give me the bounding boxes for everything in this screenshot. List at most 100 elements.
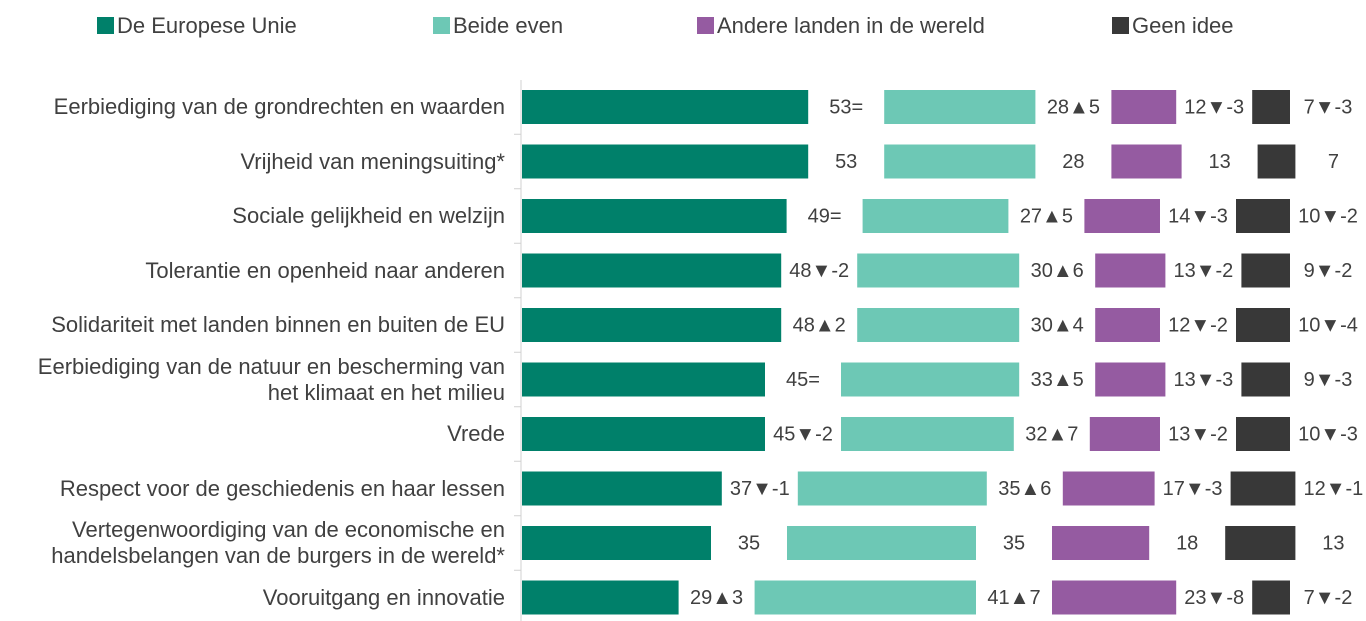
data-label: 14▼-3 <box>1168 205 1228 227</box>
bar-segment <box>841 362 1020 397</box>
category-label: Vrijheid van meningsuiting* <box>240 148 505 174</box>
bar-segment <box>1095 362 1166 397</box>
bar-segment <box>522 144 809 179</box>
data-label: 30▲4 <box>1031 314 1084 336</box>
bar-segment <box>787 526 976 560</box>
bar-segment <box>1236 199 1290 233</box>
data-label: 28 <box>1062 151 1084 173</box>
bar-segment <box>1089 417 1160 451</box>
data-label: 10▼-4 <box>1298 314 1358 336</box>
bar-segment <box>1052 580 1177 615</box>
bar-segment <box>522 90 809 124</box>
bar-segment <box>522 308 782 342</box>
data-label: 12▼-2 <box>1168 314 1228 336</box>
bar-segment <box>1241 253 1290 288</box>
bar-segment <box>1236 308 1290 342</box>
category-label: Respect voor de geschiedenis en haar les… <box>59 475 505 501</box>
bar-segment <box>522 253 782 288</box>
data-label: 33▲5 <box>1031 369 1084 391</box>
legend-label: Beide even <box>453 13 563 38</box>
data-label: 49= <box>808 205 842 227</box>
data-label: 13 <box>1208 151 1230 173</box>
bar-segment <box>884 90 1036 124</box>
category-label: Eerbiediging van de grondrechten en waar… <box>53 94 505 119</box>
data-label: 35 <box>738 532 760 554</box>
legend-swatch <box>1112 17 1129 34</box>
bar-segment <box>1084 199 1160 233</box>
bar-segment <box>1252 580 1290 615</box>
bar-segment <box>1225 526 1296 560</box>
bar-segment <box>1241 362 1290 397</box>
bar-segment <box>797 471 987 506</box>
data-label: 7 <box>1328 151 1339 173</box>
legend-swatch <box>97 17 114 34</box>
data-label: 13 <box>1322 532 1344 554</box>
category-label: Vooruitgang en innovatie <box>262 584 505 610</box>
bar-segment <box>1111 144 1182 179</box>
data-label: 53= <box>829 96 863 118</box>
data-label: 30▲6 <box>1031 260 1084 282</box>
data-label: 29▲3 <box>690 587 743 609</box>
data-label: 32▲7 <box>1025 423 1078 445</box>
data-label: 17▼-3 <box>1163 478 1223 500</box>
legend-label: Geen idee <box>1132 13 1234 38</box>
data-label: 7▼-3 <box>1304 96 1353 118</box>
data-label: 12▼-1 <box>1303 478 1363 500</box>
bar-segment <box>522 471 722 506</box>
data-label: 28▲5 <box>1047 96 1100 118</box>
data-label: 13▼-2 <box>1173 260 1233 282</box>
data-label: 53 <box>835 151 857 173</box>
bar-segment <box>522 417 765 451</box>
data-label: 45▼-2 <box>773 423 833 445</box>
bar-segment <box>862 199 1009 233</box>
category-label: Tolerantie en openheid naar anderen <box>145 257 505 283</box>
category-label: Vrede <box>447 421 505 446</box>
bar-segment <box>1236 417 1290 451</box>
data-label: 7▼-2 <box>1304 587 1353 609</box>
bar-segment <box>1062 471 1155 506</box>
data-label: 27▲5 <box>1020 205 1073 227</box>
data-label: 9▼-2 <box>1304 260 1353 282</box>
category-label: Solidariteit met landen binnen en buiten… <box>51 312 505 337</box>
legend-label: De Europese Unie <box>117 13 297 38</box>
bar-segment <box>1257 144 1296 179</box>
bar-segment <box>1095 308 1160 342</box>
legend-swatch <box>433 17 450 34</box>
data-label: 45= <box>786 369 820 391</box>
legend-label: Andere landen in de wereld <box>717 13 985 38</box>
legend-swatch <box>697 17 714 34</box>
bar-segment <box>754 580 976 615</box>
bar-segment <box>857 253 1020 288</box>
category-label: Vertegenwoordiging van de economische en… <box>51 517 505 568</box>
bar-segment <box>522 362 765 397</box>
data-label: 23▼-8 <box>1184 587 1244 609</box>
data-label: 13▼-2 <box>1168 423 1228 445</box>
data-label: 18 <box>1176 532 1198 554</box>
bar-segment <box>1230 471 1296 506</box>
data-label: 10▼-3 <box>1298 423 1358 445</box>
data-label: 48▲2 <box>793 314 846 336</box>
bar-segment <box>522 199 787 233</box>
data-label: 10▼-2 <box>1298 205 1358 227</box>
category-label: Eerbiediging van de natuur en beschermin… <box>37 353 505 405</box>
data-label: 48▼-2 <box>789 260 849 282</box>
bar-segment <box>884 144 1036 179</box>
bar-segment <box>1111 90 1177 124</box>
bar-segment <box>1095 253 1166 288</box>
data-label: 12▼-3 <box>1184 96 1244 118</box>
data-label: 35▲6 <box>998 478 1051 500</box>
bar-segment <box>522 526 711 560</box>
bar-segment <box>1252 90 1290 124</box>
bar-segment <box>857 308 1020 342</box>
bar-segment <box>1052 526 1150 560</box>
data-label: 37▼-1 <box>730 478 790 500</box>
data-label: 35 <box>1003 532 1025 554</box>
data-label: 41▲7 <box>987 587 1040 609</box>
bar-segment <box>522 580 679 615</box>
category-label: Sociale gelijkheid en welzijn <box>232 203 505 228</box>
data-label: 9▼-3 <box>1304 369 1353 391</box>
data-label: 13▼-3 <box>1173 369 1233 391</box>
bar-segment <box>841 417 1014 451</box>
